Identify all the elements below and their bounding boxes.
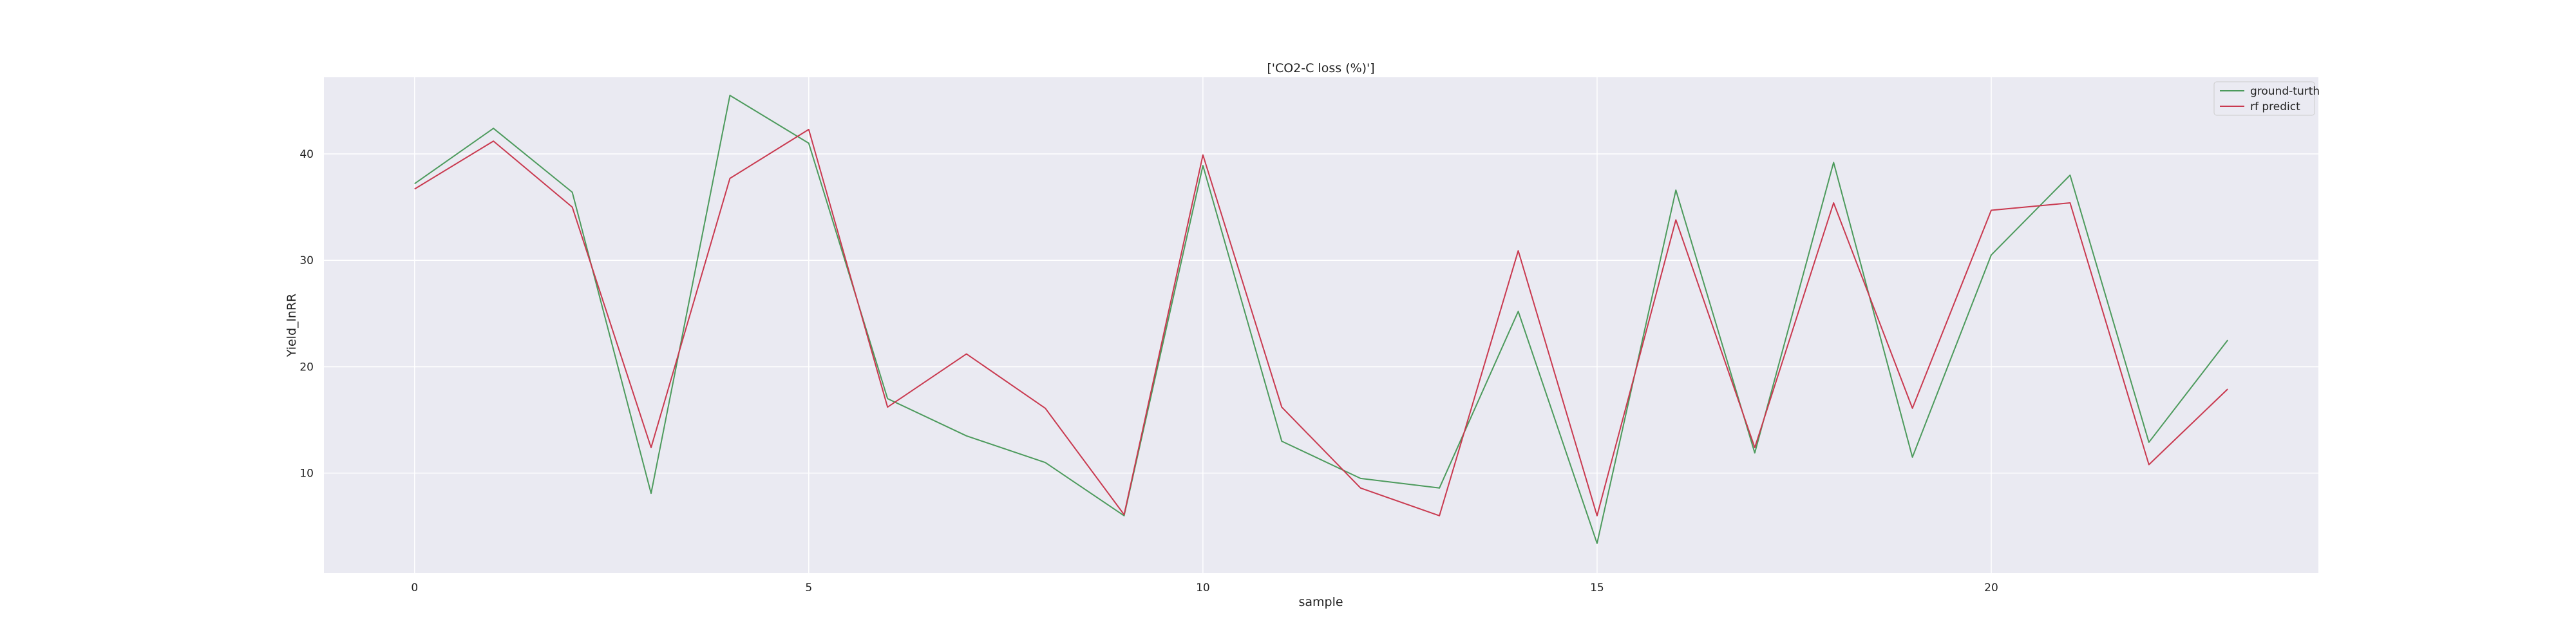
legend: ground-turth rf predict: [2213, 81, 2320, 116]
x-tick-label: 0: [411, 582, 418, 594]
x-tick-label: 5: [805, 582, 812, 594]
x-gridlines: [414, 77, 1992, 573]
x-tick-label: 20: [1984, 582, 1998, 594]
legend-label-rf-predict: rf predict: [2250, 100, 2300, 113]
y-tick-label: 10: [299, 468, 314, 480]
y-tick-label: 30: [299, 254, 314, 267]
chart-title: ['CO2-C loss (%)']: [1267, 61, 1374, 75]
y-axis-label: Yield_lnRR: [285, 294, 299, 357]
y-tick-label: 20: [299, 361, 314, 374]
x-tick-label: 15: [1590, 582, 1604, 594]
y-tick-labels: 10 20 30 40: [299, 148, 314, 480]
series-lines: [414, 95, 2228, 544]
x-axis-label: sample: [1298, 595, 1343, 609]
x-tick-label: 10: [1196, 582, 1210, 594]
y-tick-label: 40: [299, 148, 314, 161]
series-line-rf-predict: [414, 129, 2228, 516]
legend-label-ground-turth: ground-turth: [2250, 85, 2320, 98]
plot-area: [324, 77, 2318, 573]
series-line-ground-turth: [414, 95, 2228, 544]
x-tick-labels: 0 5 10 15 20: [411, 582, 1998, 594]
y-gridlines: [324, 153, 2318, 474]
